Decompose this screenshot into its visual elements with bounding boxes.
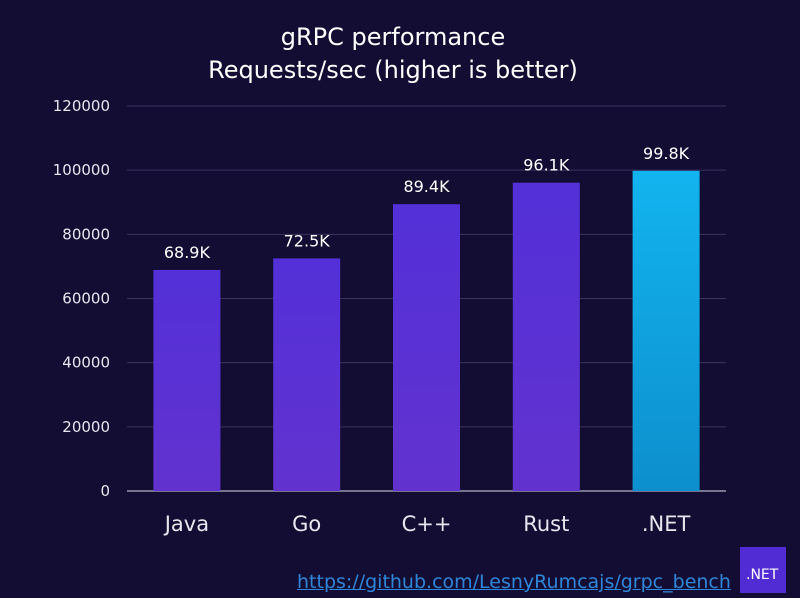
data-labels: 68.9K 72.5K 89.4K 96.1K 99.8K <box>164 144 690 262</box>
dotnet-logo: .NET <box>740 547 786 593</box>
x-tick-label: .NET <box>642 512 691 536</box>
y-tick-label: 60000 <box>62 290 110 308</box>
bar-net <box>632 170 700 491</box>
source-link[interactable]: https://github.com/LesnyRumcajs/grpc_ben… <box>297 571 731 593</box>
x-tick-label: C++ <box>402 512 452 536</box>
chart-title: gRPC performance <box>281 23 505 51</box>
bar-java <box>153 269 221 491</box>
y-tick-label: 20000 <box>62 418 110 436</box>
bar-go <box>273 258 341 491</box>
bars <box>153 170 700 492</box>
bar-c <box>393 204 460 492</box>
data-label: 99.8K <box>643 144 690 163</box>
data-label: 89.4K <box>403 177 450 196</box>
chart-subtitle: Requests/sec (higher is better) <box>208 56 578 84</box>
data-label: 68.9K <box>164 243 211 262</box>
y-tick-label: 0 <box>100 482 110 500</box>
bar-rust <box>512 182 580 491</box>
y-tick-label: 120000 <box>53 97 110 115</box>
x-tick-label: Go <box>292 512 321 536</box>
data-label: 96.1K <box>523 156 570 175</box>
x-axis: Java Go C++ Rust .NET <box>163 512 691 536</box>
y-axis: 0 20000 40000 60000 80000 100000 120000 <box>53 97 110 500</box>
y-tick-label: 100000 <box>53 161 110 179</box>
data-label: 72.5K <box>284 231 331 250</box>
y-tick-label: 80000 <box>62 225 110 243</box>
y-tick-label: 40000 <box>62 354 110 372</box>
x-tick-label: Java <box>163 512 209 536</box>
x-tick-label: Rust <box>523 512 569 536</box>
